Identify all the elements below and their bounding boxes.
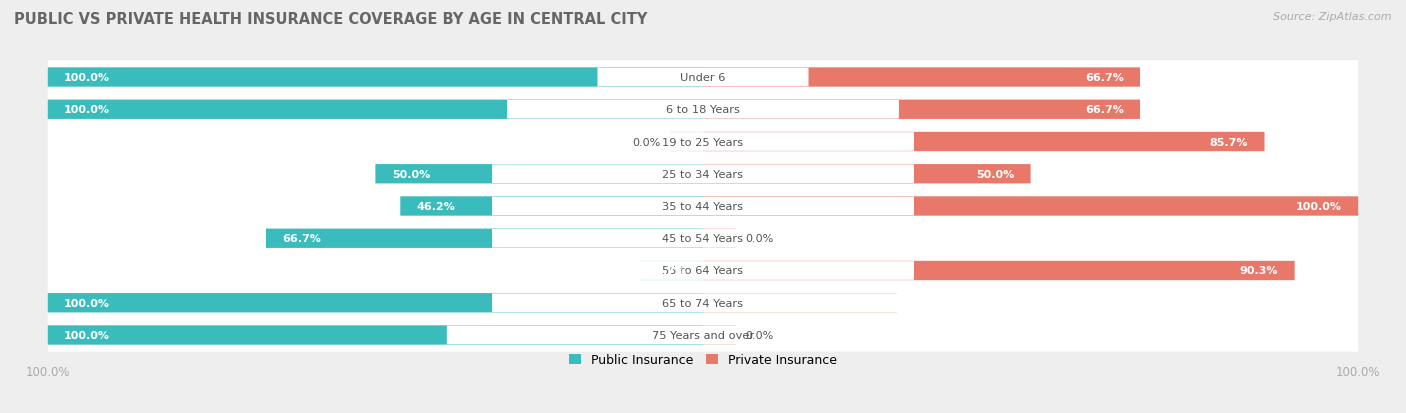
- Text: 90.3%: 90.3%: [1240, 266, 1278, 276]
- FancyBboxPatch shape: [48, 93, 1358, 127]
- FancyBboxPatch shape: [375, 165, 703, 184]
- Text: 29.6%: 29.6%: [842, 298, 880, 308]
- FancyBboxPatch shape: [266, 229, 703, 248]
- FancyBboxPatch shape: [640, 261, 703, 280]
- Text: 46.2%: 46.2%: [416, 202, 456, 211]
- Text: 0.0%: 0.0%: [745, 330, 773, 340]
- FancyBboxPatch shape: [48, 254, 1358, 287]
- Text: Source: ZipAtlas.com: Source: ZipAtlas.com: [1274, 12, 1392, 22]
- FancyBboxPatch shape: [447, 326, 959, 344]
- FancyBboxPatch shape: [48, 222, 1358, 255]
- Text: 66.7%: 66.7%: [1085, 73, 1123, 83]
- FancyBboxPatch shape: [508, 101, 898, 119]
- Text: PUBLIC VS PRIVATE HEALTH INSURANCE COVERAGE BY AGE IN CENTRAL CITY: PUBLIC VS PRIVATE HEALTH INSURANCE COVER…: [14, 12, 647, 27]
- FancyBboxPatch shape: [492, 197, 914, 216]
- FancyBboxPatch shape: [492, 165, 914, 184]
- FancyBboxPatch shape: [703, 197, 1358, 216]
- FancyBboxPatch shape: [703, 293, 897, 313]
- FancyBboxPatch shape: [48, 158, 1358, 191]
- FancyBboxPatch shape: [48, 325, 703, 345]
- FancyBboxPatch shape: [703, 261, 1295, 280]
- Text: 50.0%: 50.0%: [392, 169, 430, 179]
- FancyBboxPatch shape: [703, 229, 735, 248]
- FancyBboxPatch shape: [671, 133, 703, 152]
- Text: 50.0%: 50.0%: [976, 169, 1014, 179]
- FancyBboxPatch shape: [48, 126, 1358, 159]
- Text: 45 to 54 Years: 45 to 54 Years: [662, 234, 744, 244]
- Text: 19 to 25 Years: 19 to 25 Years: [662, 137, 744, 147]
- Text: 0.0%: 0.0%: [745, 234, 773, 244]
- Text: 25 to 34 Years: 25 to 34 Years: [662, 169, 744, 179]
- FancyBboxPatch shape: [492, 229, 914, 248]
- Text: 100.0%: 100.0%: [65, 105, 110, 115]
- FancyBboxPatch shape: [492, 133, 914, 152]
- Text: 66.7%: 66.7%: [1085, 105, 1123, 115]
- FancyBboxPatch shape: [598, 69, 808, 87]
- Text: Under 6: Under 6: [681, 73, 725, 83]
- Text: 55 to 64 Years: 55 to 64 Years: [662, 266, 744, 276]
- Text: 75 Years and over: 75 Years and over: [652, 330, 754, 340]
- Text: 66.7%: 66.7%: [283, 234, 321, 244]
- Text: 100.0%: 100.0%: [1296, 202, 1341, 211]
- FancyBboxPatch shape: [703, 165, 1031, 184]
- FancyBboxPatch shape: [48, 318, 1358, 352]
- FancyBboxPatch shape: [48, 61, 1358, 95]
- FancyBboxPatch shape: [401, 197, 703, 216]
- FancyBboxPatch shape: [492, 294, 914, 312]
- Text: 6 to 18 Years: 6 to 18 Years: [666, 105, 740, 115]
- FancyBboxPatch shape: [703, 100, 1140, 120]
- FancyBboxPatch shape: [48, 100, 703, 120]
- Text: 85.7%: 85.7%: [1209, 137, 1249, 147]
- Text: 100.0%: 100.0%: [65, 298, 110, 308]
- Text: 9.7%: 9.7%: [655, 266, 686, 276]
- FancyBboxPatch shape: [48, 286, 1358, 320]
- FancyBboxPatch shape: [703, 133, 1264, 152]
- Text: 65 to 74 Years: 65 to 74 Years: [662, 298, 744, 308]
- Text: 100.0%: 100.0%: [65, 330, 110, 340]
- FancyBboxPatch shape: [48, 68, 703, 88]
- FancyBboxPatch shape: [703, 68, 1140, 88]
- FancyBboxPatch shape: [48, 190, 1358, 223]
- FancyBboxPatch shape: [492, 261, 914, 280]
- Text: 0.0%: 0.0%: [633, 137, 661, 147]
- Legend: Public Insurance, Private Insurance: Public Insurance, Private Insurance: [564, 349, 842, 371]
- Text: 35 to 44 Years: 35 to 44 Years: [662, 202, 744, 211]
- Text: 100.0%: 100.0%: [65, 73, 110, 83]
- FancyBboxPatch shape: [48, 293, 703, 313]
- FancyBboxPatch shape: [703, 325, 735, 345]
